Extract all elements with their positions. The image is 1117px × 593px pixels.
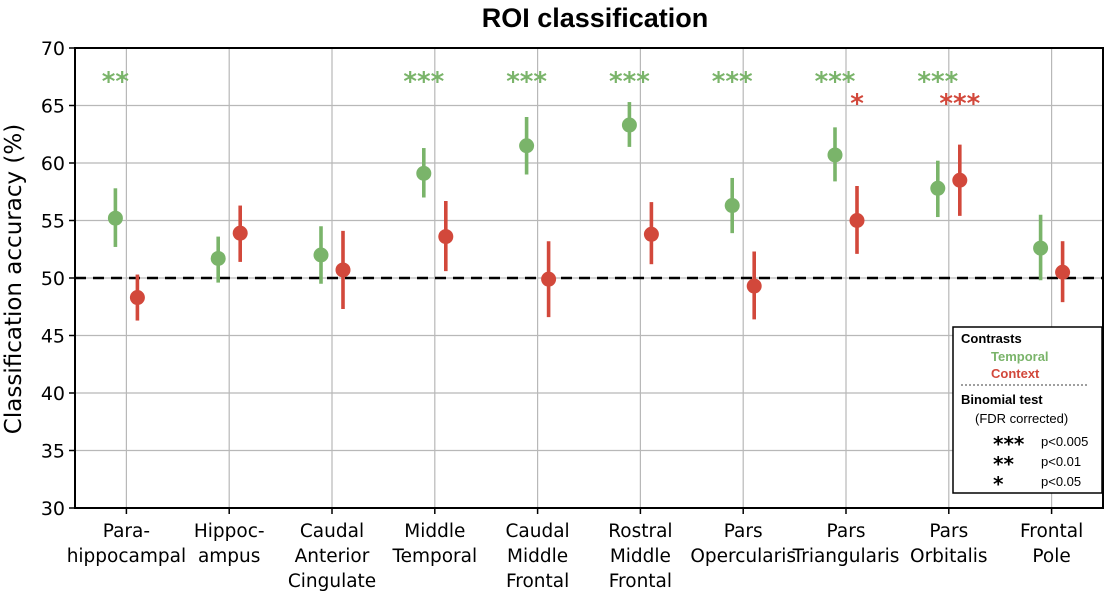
x-tick-label-line: Opercularis	[690, 546, 796, 567]
y-tick-label: 45	[41, 326, 65, 348]
x-tick-label-line: Middle	[610, 546, 671, 567]
x-tick-label: Rostral Middle Frontal	[608, 521, 672, 592]
significance-star-temporal: ***	[506, 67, 547, 97]
data-point-context	[643, 226, 659, 242]
data-point-temporal	[621, 117, 637, 133]
plot-frame	[74, 47, 1104, 509]
significance-star-temporal: **	[102, 67, 130, 97]
data-point-context	[952, 172, 968, 188]
data-point-context	[232, 225, 248, 241]
legend: Contrasts Temporal Context Binomial test (FD…	[952, 326, 1103, 496]
data-point-temporal	[107, 210, 123, 226]
data-point-context	[129, 290, 145, 306]
y-tick-label: 65	[41, 96, 65, 118]
data-point-temporal	[930, 180, 946, 196]
x-tick-label: Pars Orbitalis	[910, 521, 988, 567]
data-point-context	[1055, 264, 1071, 280]
x-tick-label-line: Anterior	[295, 546, 370, 567]
legend-p-value: p<0.01	[1041, 454, 1081, 469]
axis-ticks: 303540455055606570Para-hippocampalHippoc…	[41, 38, 1083, 592]
legend-p-value: p<0.005	[1041, 434, 1088, 449]
significance-star-context: ***	[939, 89, 980, 119]
legend-star-symbol: ***	[993, 432, 1025, 456]
data-point-context	[849, 213, 865, 228]
x-tick-label-line: Caudal	[300, 521, 364, 542]
x-tick-label-line: Frontal	[506, 571, 569, 592]
x-tick-label-line: Cingulate	[288, 571, 376, 592]
data-point-temporal	[1033, 240, 1049, 256]
x-tick-label: Middle Temporal	[391, 521, 477, 567]
x-tick-label-line: Caudal	[505, 521, 569, 542]
x-tick-label: Caudal Middle Frontal	[505, 521, 569, 592]
legend-box	[952, 326, 1103, 494]
x-tick-label-line: Temporal	[391, 546, 477, 567]
x-tick-label-line: Frontal	[609, 571, 672, 592]
x-tick-label-line: Triangularis	[792, 546, 900, 567]
significance-star-temporal: ***	[712, 67, 753, 97]
legend-star-symbol: **	[993, 452, 1014, 476]
y-tick-label: 30	[41, 498, 65, 520]
y-tick-label: 35	[41, 441, 65, 463]
y-tick-label: 60	[41, 153, 65, 175]
y-tick-label: 40	[41, 383, 65, 405]
legend-binomial-subtitle: (FDR corrected)	[975, 411, 1068, 426]
x-tick-label-line: Pars	[929, 521, 968, 542]
y-tick-label: 50	[41, 268, 65, 290]
x-tick-label-line: Pars	[724, 521, 763, 542]
y-axis-label: Classification accuracy (%)	[1, 124, 27, 434]
data-point-temporal	[313, 247, 329, 263]
x-tick-label-line: Frontal	[1020, 521, 1083, 542]
y-tick-label: 70	[41, 38, 65, 60]
data-marks	[107, 102, 1071, 321]
x-tick-label-line: Para-	[103, 521, 150, 542]
legend-star-symbol: *	[993, 472, 1004, 496]
x-tick-label-line: Middle	[404, 521, 465, 542]
data-point-context	[335, 262, 351, 278]
legend-binomial-title: Binomial test	[961, 392, 1043, 407]
data-point-temporal	[827, 147, 843, 163]
significance-stars: ** *** *** *** *** *** **** ***	[102, 67, 981, 119]
data-point-temporal	[724, 198, 740, 214]
legend-entry-context: Context	[991, 366, 1040, 381]
x-tick-label: Pars Opercularis	[690, 521, 796, 567]
x-tick-label-line: Orbitalis	[910, 546, 988, 567]
legend-entry-temporal: Temporal	[991, 349, 1049, 364]
x-tick-label: Frontal Pole	[1020, 521, 1083, 567]
y-tick-label: 55	[41, 211, 65, 233]
data-point-context	[541, 271, 557, 287]
x-tick-label: Caudal Anterior Cingulate	[288, 521, 376, 592]
significance-star-temporal: ***	[917, 67, 958, 97]
x-tick-label-line: Rostral	[608, 521, 672, 542]
significance-star-temporal: ***	[609, 67, 650, 97]
data-point-context	[438, 229, 454, 245]
significance-star-context: *	[850, 89, 864, 119]
significance-star-temporal: ***	[815, 67, 856, 97]
x-tick-label: Hippoc-ampus	[194, 521, 265, 567]
data-point-temporal	[210, 250, 226, 266]
x-tick-label-line: ampus	[198, 546, 260, 567]
x-tick-label-line: Middle	[507, 546, 568, 567]
legend-contrasts-title: Contrasts	[961, 331, 1022, 346]
significance-star-temporal: ***	[403, 67, 444, 97]
legend-p-value: p<0.05	[1041, 474, 1081, 489]
x-tick-label: Pars Triangularis	[792, 521, 900, 567]
data-point-context	[746, 278, 762, 294]
chart-title: ROI classification	[482, 3, 709, 33]
x-tick-label-line: Pars	[827, 521, 866, 542]
x-tick-label-line: Pole	[1032, 546, 1070, 567]
x-tick-label-line: Hippoc-	[194, 521, 265, 542]
x-tick-label: Para-hippocampal	[67, 521, 186, 567]
data-point-temporal	[416, 165, 432, 181]
x-tick-label-line: hippocampal	[67, 546, 186, 567]
data-point-temporal	[519, 138, 535, 154]
